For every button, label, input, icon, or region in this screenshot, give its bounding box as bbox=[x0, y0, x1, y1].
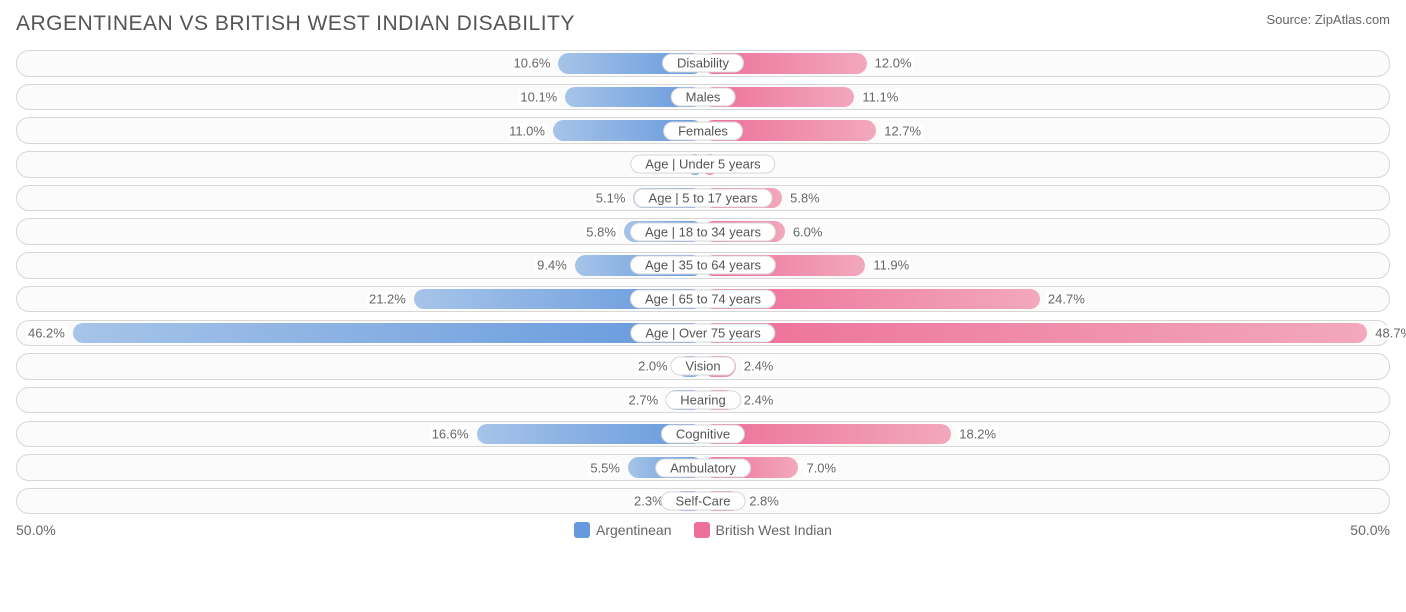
diverging-bar-chart: 10.6% 12.0% Disability 10.1% 11.1% Males 11.0%… bbox=[16, 50, 1390, 514]
category-label: Females bbox=[663, 121, 743, 140]
bar-right bbox=[703, 323, 1367, 344]
chart-row: 16.6% 18.2% Cognitive bbox=[16, 421, 1390, 448]
category-label: Age | 18 to 34 years bbox=[630, 222, 776, 241]
value-left: 5.8% bbox=[584, 224, 618, 239]
chart-header: ARGENTINEAN VS BRITISH WEST INDIAN DISAB… bbox=[16, 12, 1390, 36]
category-label: Age | Under 5 years bbox=[630, 155, 775, 174]
value-right: 7.0% bbox=[804, 460, 838, 475]
chart-row: 2.3%2.8%Self-Care bbox=[16, 488, 1390, 515]
category-label: Ambulatory bbox=[655, 458, 751, 477]
value-right: 18.2% bbox=[957, 426, 998, 441]
value-right: 11.9% bbox=[871, 258, 911, 273]
value-left: 46.2% bbox=[26, 325, 67, 340]
value-left: 16.6% bbox=[430, 426, 471, 441]
chart-row: 2.0% 2.4% Vision bbox=[16, 353, 1390, 380]
value-left: 11.0% bbox=[507, 123, 547, 138]
chart-row: 21.2% 24.7% Age | 65 to 74 years bbox=[16, 286, 1390, 313]
chart-row: 1.2%0.99%Age | Under 5 years bbox=[16, 151, 1390, 178]
value-left: 5.1% bbox=[594, 191, 628, 206]
chart-row: 10.6% 12.0% Disability bbox=[16, 50, 1390, 77]
chart-row: 2.7% 2.4%Hearing bbox=[16, 387, 1390, 414]
bar-left bbox=[73, 323, 703, 344]
chart-row: 5.1% 5.8% Age | 5 to 17 years bbox=[16, 185, 1390, 212]
legend-label-right: British West Indian bbox=[716, 522, 832, 538]
value-left: 5.5% bbox=[588, 460, 622, 475]
category-label: Cognitive bbox=[661, 424, 745, 443]
value-right: 48.7% bbox=[1373, 325, 1406, 340]
value-right: 5.8% bbox=[788, 191, 822, 206]
value-right: 2.4% bbox=[742, 393, 776, 408]
value-left: 21.2% bbox=[367, 292, 408, 307]
legend-swatch-right bbox=[694, 522, 710, 538]
category-label: Males bbox=[671, 87, 736, 106]
category-label: Hearing bbox=[665, 391, 741, 410]
category-label: Age | 65 to 74 years bbox=[630, 290, 776, 309]
category-label: Disability bbox=[662, 54, 744, 73]
chart-row: 5.8% 6.0% Age | 18 to 34 years bbox=[16, 218, 1390, 245]
value-left: 2.0% bbox=[636, 359, 670, 374]
value-right: 11.1% bbox=[860, 89, 900, 104]
chart-title: ARGENTINEAN VS BRITISH WEST INDIAN DISAB… bbox=[16, 12, 575, 36]
value-right: 2.8% bbox=[747, 494, 781, 509]
legend: Argentinean British West Indian bbox=[574, 522, 832, 538]
legend-swatch-left bbox=[574, 522, 590, 538]
chart-row: 9.4% 11.9% Age | 35 to 64 years bbox=[16, 252, 1390, 279]
category-label: Age | 35 to 64 years bbox=[630, 256, 776, 275]
value-left: 9.4% bbox=[535, 258, 569, 273]
chart-source: Source: ZipAtlas.com bbox=[1266, 12, 1390, 27]
chart-row: 5.5% 7.0% Ambulatory bbox=[16, 454, 1390, 481]
legend-item-right: British West Indian bbox=[694, 522, 832, 538]
category-label: Self-Care bbox=[661, 492, 746, 511]
category-label: Age | Over 75 years bbox=[630, 323, 775, 342]
value-right: 6.0% bbox=[791, 224, 825, 239]
value-left: 10.6% bbox=[512, 56, 553, 71]
value-left: 10.1% bbox=[518, 89, 559, 104]
chart-row: 46.2%48.7%Age | Over 75 years bbox=[16, 320, 1390, 347]
chart-footer: 50.0% Argentinean British West Indian 50… bbox=[16, 522, 1390, 538]
axis-right-max: 50.0% bbox=[1350, 522, 1390, 538]
category-label: Age | 5 to 17 years bbox=[634, 189, 773, 208]
chart-row: 10.1% 11.1% Males bbox=[16, 84, 1390, 111]
value-right: 12.7% bbox=[882, 123, 923, 138]
axis-left-max: 50.0% bbox=[16, 522, 56, 538]
value-right: 24.7% bbox=[1046, 292, 1087, 307]
value-right: 12.0% bbox=[873, 56, 914, 71]
value-left: 2.7% bbox=[627, 393, 661, 408]
legend-item-left: Argentinean bbox=[574, 522, 672, 538]
chart-row: 11.0% 12.7% Females bbox=[16, 117, 1390, 144]
value-right: 2.4% bbox=[742, 359, 776, 374]
category-label: Vision bbox=[670, 357, 735, 376]
legend-label-left: Argentinean bbox=[596, 522, 672, 538]
